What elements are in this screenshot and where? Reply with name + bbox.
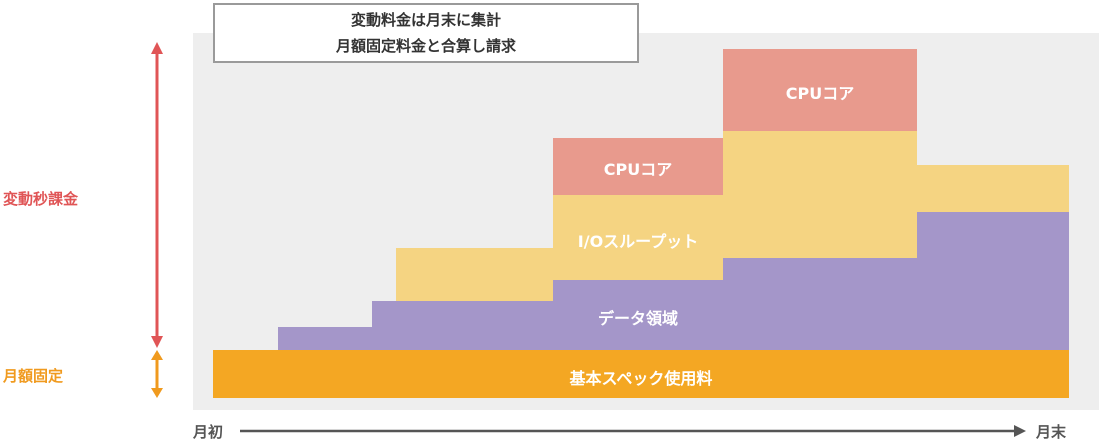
cpu-segment-1 [553,138,723,195]
io-segment-3 [723,131,917,258]
data-segment-4 [723,258,917,350]
fixed-billing-label: 月額固定 [3,367,64,385]
fixed-fee-label: 基本スペック使用料 [569,369,713,388]
variable-range-arrow [151,42,163,348]
axis-end-label: 月末 [1036,423,1067,441]
data-segment-5 [917,212,1069,350]
data-segment-1 [278,327,372,350]
axis-start-label: 月初 [193,423,224,441]
fixed-fee-block [213,350,1069,398]
data-area-label: データ領域 [597,309,679,328]
cpu-segment-2 [723,49,917,131]
billing-note-line-2: 月額固定料金と合算し請求 [335,37,516,55]
cpu-core-label-1: CPUコア [603,160,673,179]
billing-note-line-1: 変動料金は月末に集計 [350,11,501,29]
io-segment-2 [553,195,723,280]
io-segment-1 [396,248,553,301]
time-axis-arrow [240,425,1026,437]
cpu-core-label-2: CPUコア [785,84,855,103]
fixed-range-arrow [151,350,163,398]
io-segment-4 [917,165,1069,212]
data-segment-3 [553,280,723,350]
variable-billing-label: 変動秒課金 [3,190,79,208]
data-segment-2 [372,301,553,350]
io-throughput-label: I/Oスループット [577,232,699,251]
billing-note: 変動料金は月末に集計 月額固定料金と合算し請求 [213,3,639,63]
